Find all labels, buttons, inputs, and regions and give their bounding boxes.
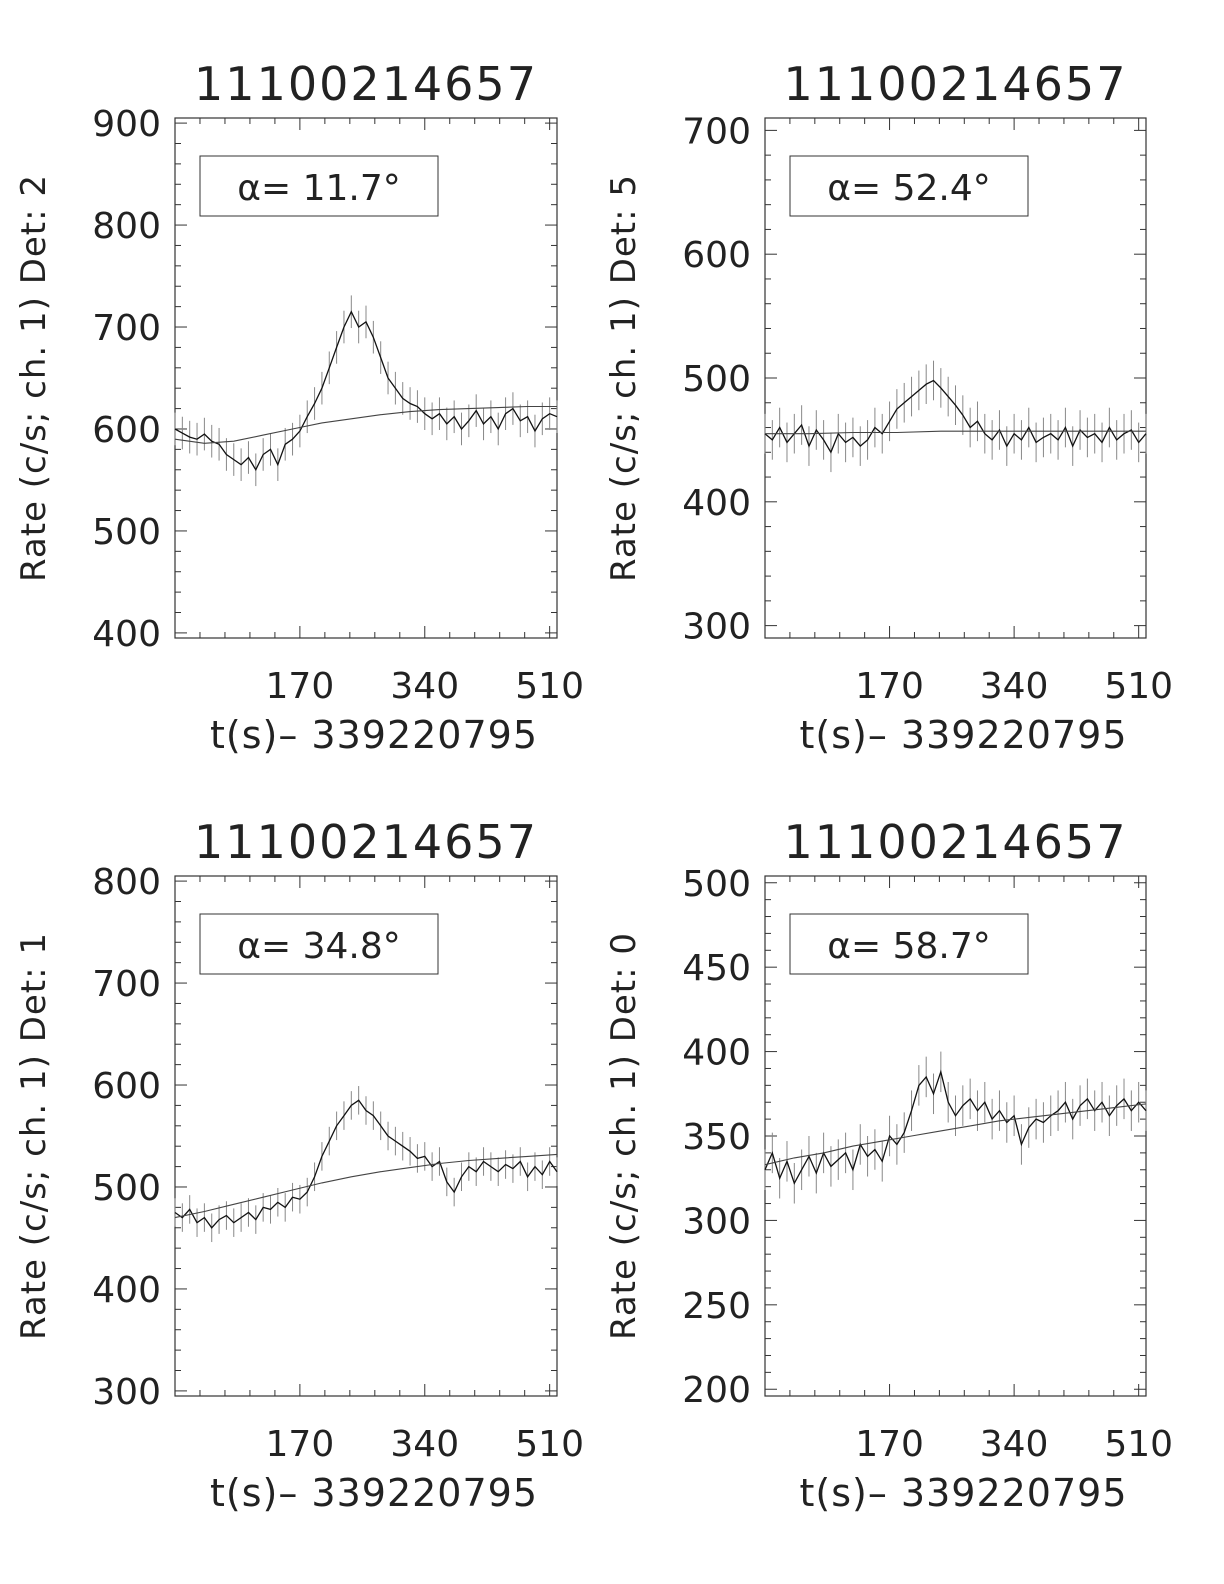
y-axis-label: Rate (c/s; ch. 1) Det: 2 bbox=[14, 174, 54, 582]
chart-title: 11100214657 bbox=[194, 815, 538, 869]
x-tick-label: 170 bbox=[855, 666, 924, 707]
annotation-box bbox=[199, 913, 439, 975]
y-tick-label: 350 bbox=[682, 1117, 751, 1158]
x-axis-label: t(s)– 339220795 bbox=[799, 1471, 1127, 1515]
y-tick-label: 700 bbox=[92, 308, 161, 349]
plot-frame bbox=[174, 875, 558, 1397]
y-tick-label: 300 bbox=[682, 607, 751, 648]
light-curve-line bbox=[764, 1069, 1147, 1185]
x-tick-label: 340 bbox=[390, 666, 459, 707]
chart-title: 11100214657 bbox=[784, 815, 1128, 869]
x-axis-label: t(s)– 339220795 bbox=[210, 713, 538, 757]
y-tick-label: 500 bbox=[682, 359, 751, 400]
y-tick-label: 600 bbox=[682, 235, 751, 276]
x-axis-label: t(s)– 339220795 bbox=[210, 1471, 538, 1515]
x-tick-label: 510 bbox=[515, 1424, 584, 1465]
annotation-label: α= 52.4° bbox=[827, 168, 991, 209]
y-tick-label: 800 bbox=[92, 862, 161, 903]
y-tick-label: 500 bbox=[682, 864, 751, 905]
y-tick-label: 450 bbox=[682, 948, 751, 989]
chart-panel-2: 11100214657 170 340 510 300 400 500 600 700 t(s)–… bbox=[604, 57, 1173, 757]
chart-panel-1: 11100214657 170 340 510 400 500 600 700 800 900 t(… bbox=[14, 57, 584, 757]
background-fit-line bbox=[174, 1153, 558, 1219]
y-tick-label: 800 bbox=[92, 206, 161, 247]
light-curve-line bbox=[174, 310, 558, 472]
background-fit-line bbox=[174, 405, 557, 444]
y-tick-label: 500 bbox=[92, 512, 161, 553]
y-tick-label: 900 bbox=[92, 104, 161, 145]
x-tick-label: 340 bbox=[390, 1424, 459, 1465]
y-tick-label: 200 bbox=[682, 1370, 751, 1411]
y-axis-label: Rate (c/s; ch. 1) Det: 5 bbox=[604, 174, 644, 582]
background-fit-line bbox=[764, 1103, 1147, 1166]
y-tick-label: 500 bbox=[92, 1168, 161, 1209]
x-tick-label: 510 bbox=[515, 666, 584, 707]
y-axis-label: Rate (c/s; ch. 1) Det: 1 bbox=[14, 932, 54, 1340]
annotation-label: α= 58.7° bbox=[827, 926, 991, 967]
y-tick-label: 400 bbox=[682, 1033, 751, 1074]
y-tick-label: 300 bbox=[682, 1201, 751, 1242]
annotation-label: α= 34.8° bbox=[237, 926, 401, 967]
y-tick-label: 400 bbox=[92, 1270, 161, 1311]
x-tick-label: 170 bbox=[266, 666, 335, 707]
panels: 11100214657 170 340 510 400 500 600 700 800 900 t(… bbox=[14, 57, 1173, 1515]
background-fit-line bbox=[765, 430, 1146, 435]
y-axis-label: Rate (c/s; ch. 1) Det: 0 bbox=[604, 932, 644, 1340]
y-tick-label: 600 bbox=[92, 410, 161, 451]
light-curve-line bbox=[764, 379, 1147, 454]
light-curve-line bbox=[174, 1099, 558, 1229]
x-tick-label: 170 bbox=[266, 1424, 335, 1465]
chart-title: 11100214657 bbox=[194, 57, 538, 111]
y-tick-label: 700 bbox=[682, 111, 751, 152]
x-tick-label: 510 bbox=[1104, 1424, 1173, 1465]
y-tick-label: 400 bbox=[682, 483, 751, 524]
y-tick-label: 700 bbox=[92, 964, 161, 1005]
chart-panel-4: 11100214657 170 340 510 200 250 300 350 400 450 50… bbox=[604, 815, 1173, 1515]
annotation-box bbox=[789, 913, 1029, 975]
x-tick-label: 340 bbox=[980, 666, 1049, 707]
annotation-label: α= 11.7° bbox=[237, 168, 401, 209]
y-tick-label: 600 bbox=[92, 1066, 161, 1107]
annotation-box bbox=[199, 155, 439, 217]
chart-title: 11100214657 bbox=[784, 57, 1128, 111]
y-tick-label: 250 bbox=[682, 1286, 751, 1327]
annotation-box bbox=[789, 155, 1029, 217]
x-tick-label: 510 bbox=[1104, 666, 1173, 707]
y-tick-label: 300 bbox=[92, 1372, 161, 1413]
chart-panel-3: 11100214657 170 340 510 300 400 500 600 700 800 t(… bbox=[14, 815, 584, 1515]
x-tick-label: 340 bbox=[980, 1424, 1049, 1465]
y-tick-label: 400 bbox=[92, 614, 161, 655]
x-tick-label: 170 bbox=[855, 1424, 924, 1465]
plot-frame bbox=[174, 117, 558, 639]
x-axis-label: t(s)– 339220795 bbox=[799, 713, 1127, 757]
